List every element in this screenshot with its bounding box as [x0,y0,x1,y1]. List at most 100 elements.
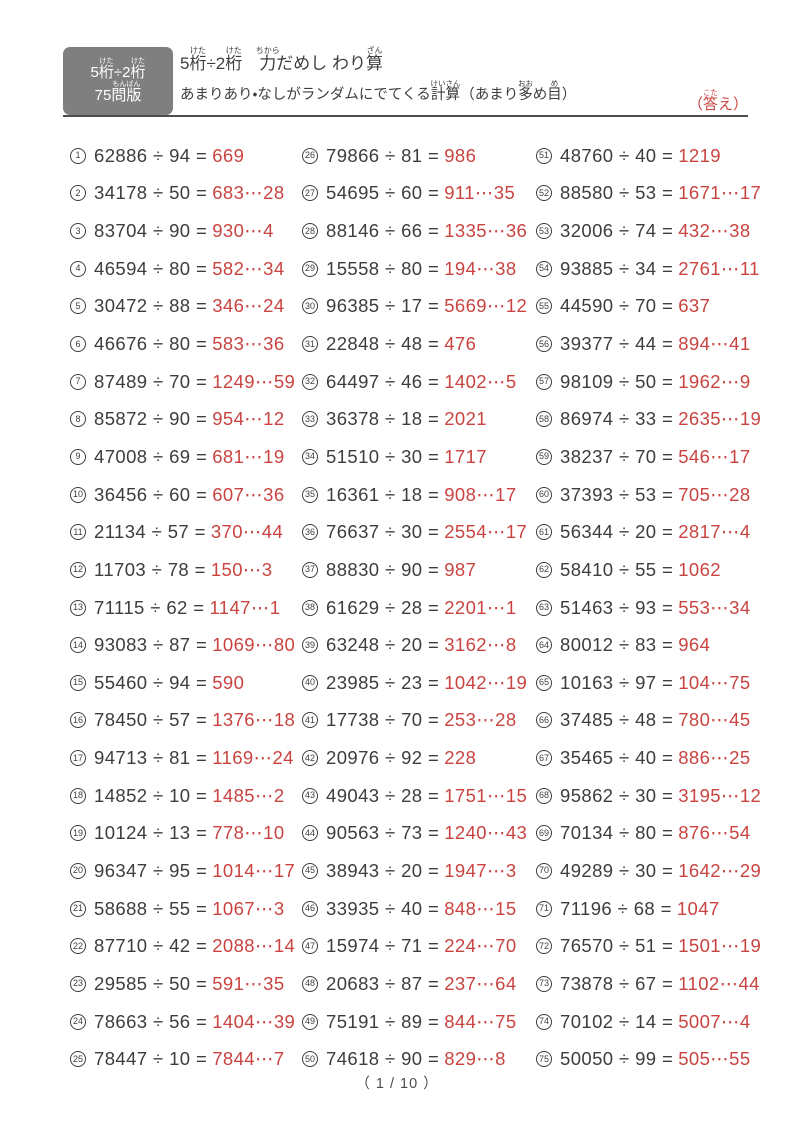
problem-number-badge: 47 [302,938,318,955]
problem-answer: 964 [678,634,711,656]
problem-answer: 848⋯15 [444,897,517,919]
problem-expression: 58410 ÷ 55 = [560,558,674,580]
problem-number-badge: 43 [302,787,318,804]
problem-number-badge: 66 [536,712,552,729]
badge-line-2: 75問版もんばん [94,81,142,104]
problem-row: 1 62886 ÷ 94 = 669 [70,137,302,175]
problem-row: 32 64497 ÷ 46 = 1402⋯5 [302,363,536,401]
problem-row: 40 23985 ÷ 23 = 1042⋯19 [302,664,536,702]
problem-expression: 36456 ÷ 60 = [94,483,208,505]
problem-expression: 74618 ÷ 90 = [326,1048,440,1070]
problem-number-badge: 2 [70,185,86,202]
problem-number-badge: 6 [70,336,86,353]
problem-expression: 70134 ÷ 80 = [560,822,674,844]
problem-answer: 1069⋯80 [212,634,296,656]
problem-row: 36 76637 ÷ 30 = 2554⋯17 [302,513,536,551]
problem-expression: 78663 ÷ 56 = [94,1010,208,1032]
problem-expression: 15974 ÷ 71 = [326,935,440,957]
problem-expression: 78450 ÷ 57 = [94,709,208,731]
problem-row: 53 32006 ÷ 74 = 432⋯38 [536,212,760,250]
problem-row: 46 33935 ÷ 40 = 848⋯15 [302,890,536,928]
problem-expression: 88146 ÷ 66 = [326,220,440,242]
problem-number-badge: 44 [302,825,318,842]
header-divider [63,114,748,117]
problem-answer: 546⋯17 [678,445,751,467]
problem-answer: 104⋯75 [678,671,751,693]
problem-expression: 90563 ÷ 73 = [326,822,440,844]
problem-row: 75 50050 ÷ 99 = 505⋯55 [536,1040,760,1078]
problem-row: 6 46676 ÷ 80 = 583⋯36 [70,325,302,363]
problem-number-badge: 75 [536,1051,552,1068]
problem-number-badge: 10 [70,486,86,503]
problem-number-badge: 39 [302,637,318,654]
header: 5桁けた÷2桁けた 75問版もんばん 5桁けた÷2桁けた 力ちからだめし わり算… [63,46,748,117]
problem-number-badge: 5 [70,298,86,315]
problem-expression: 35465 ÷ 40 = [560,747,674,769]
problem-number-badge: 63 [536,599,552,616]
problem-number-badge: 12 [70,561,86,578]
problem-row: 3 83704 ÷ 90 = 930⋯4 [70,212,302,250]
problem-answer: 224⋯70 [444,935,517,957]
problem-expression: 23985 ÷ 23 = [326,671,440,693]
problem-expression: 20683 ÷ 87 = [326,972,440,994]
problem-expression: 33935 ÷ 40 = [326,897,440,919]
problem-row: 51 48760 ÷ 40 = 1219 [536,137,760,175]
problem-expression: 29585 ÷ 50 = [94,972,208,994]
problem-row: 62 58410 ÷ 55 = 1062 [536,551,760,589]
problem-expression: 96347 ÷ 95 = [94,859,208,881]
badge-line-1: 5桁けた÷2桁けた [90,58,146,82]
problem-answer: 930⋯4 [212,220,274,242]
problem-number-badge: 51 [536,147,552,164]
problem-answer: 1671⋯17 [678,182,762,204]
problem-row: 16 78450 ÷ 57 = 1376⋯18 [70,702,302,740]
problem-answer: 1947⋯3 [444,859,517,881]
problem-expression: 61629 ÷ 28 = [326,596,440,618]
problem-row: 54 93885 ÷ 34 = 2761⋯11 [536,250,760,288]
problem-expression: 14852 ÷ 10 = [94,784,208,806]
problem-row: 68 95862 ÷ 30 = 3195⋯12 [536,777,761,815]
problem-row: 14 93083 ÷ 87 = 1069⋯80 [70,626,302,664]
problem-answer: 5007⋯4 [678,1010,751,1032]
problem-answer: 432⋯38 [678,220,751,242]
problem-answer: 3162⋯8 [444,634,517,656]
problem-answer: 5669⋯12 [444,295,528,317]
problem-row: 50 74618 ÷ 90 = 829⋯8 [302,1040,536,1078]
problem-row: 27 54695 ÷ 60 = 911⋯35 [302,175,536,213]
problem-answer: 1219 [678,144,721,166]
worksheet-title: 5桁けた÷2桁けた 力ちからだめし わり算ざん [180,46,383,73]
problem-answer: 1147⋯1 [209,596,281,618]
problem-number-badge: 72 [536,938,552,955]
worksheet-badge: 5桁けた÷2桁けた 75問版もんばん [63,47,173,115]
problem-number-badge: 9 [70,448,86,465]
problem-answer: 2817⋯4 [678,521,751,543]
problem-number-badge: 23 [70,975,86,992]
problem-expression: 11703 ÷ 78 = [94,558,206,580]
problem-row: 24 78663 ÷ 56 = 1404⋯39 [70,1003,302,1041]
problem-answer: 1404⋯39 [212,1010,296,1032]
problem-expression: 17738 ÷ 70 = [326,709,440,731]
problem-row: 42 20976 ÷ 92 = 228 [302,739,536,777]
problem-expression: 48760 ÷ 40 = [560,144,674,166]
problem-answer: 607⋯36 [212,483,285,505]
problem-answer: 681⋯19 [212,445,285,467]
problems-grid: 1 62886 ÷ 94 = 669 2 34178 ÷ 50 = 683⋯28 3 8370… [70,137,762,1078]
problem-answer: 1962⋯9 [678,370,751,392]
problem-row: 38 61629 ÷ 28 = 2201⋯1 [302,589,536,627]
problem-row: 55 44590 ÷ 70 = 637 [536,288,760,326]
problem-number-badge: 34 [302,448,318,465]
problem-number-badge: 40 [302,674,318,691]
problem-expression: 49043 ÷ 28 = [326,784,440,806]
problem-answer: 1717 [444,445,487,467]
problem-answer: 637 [678,295,711,317]
problem-answer: 505⋯55 [678,1048,751,1070]
problem-answer: 829⋯8 [444,1048,506,1070]
problem-number-badge: 19 [70,825,86,842]
problem-number-badge: 21 [70,900,86,917]
problem-expression: 87489 ÷ 70 = [94,370,208,392]
problem-expression: 47008 ÷ 69 = [94,445,208,467]
problem-answer: 194⋯38 [444,257,517,279]
problem-expression: 71196 ÷ 68 = [560,897,672,919]
problem-row: 8 85872 ÷ 90 = 954⋯12 [70,400,302,438]
problem-row: 20 96347 ÷ 95 = 1014⋯17 [70,852,302,890]
problems-column-1: 1 62886 ÷ 94 = 669 2 34178 ÷ 50 = 683⋯28 3 8370… [70,137,302,1078]
